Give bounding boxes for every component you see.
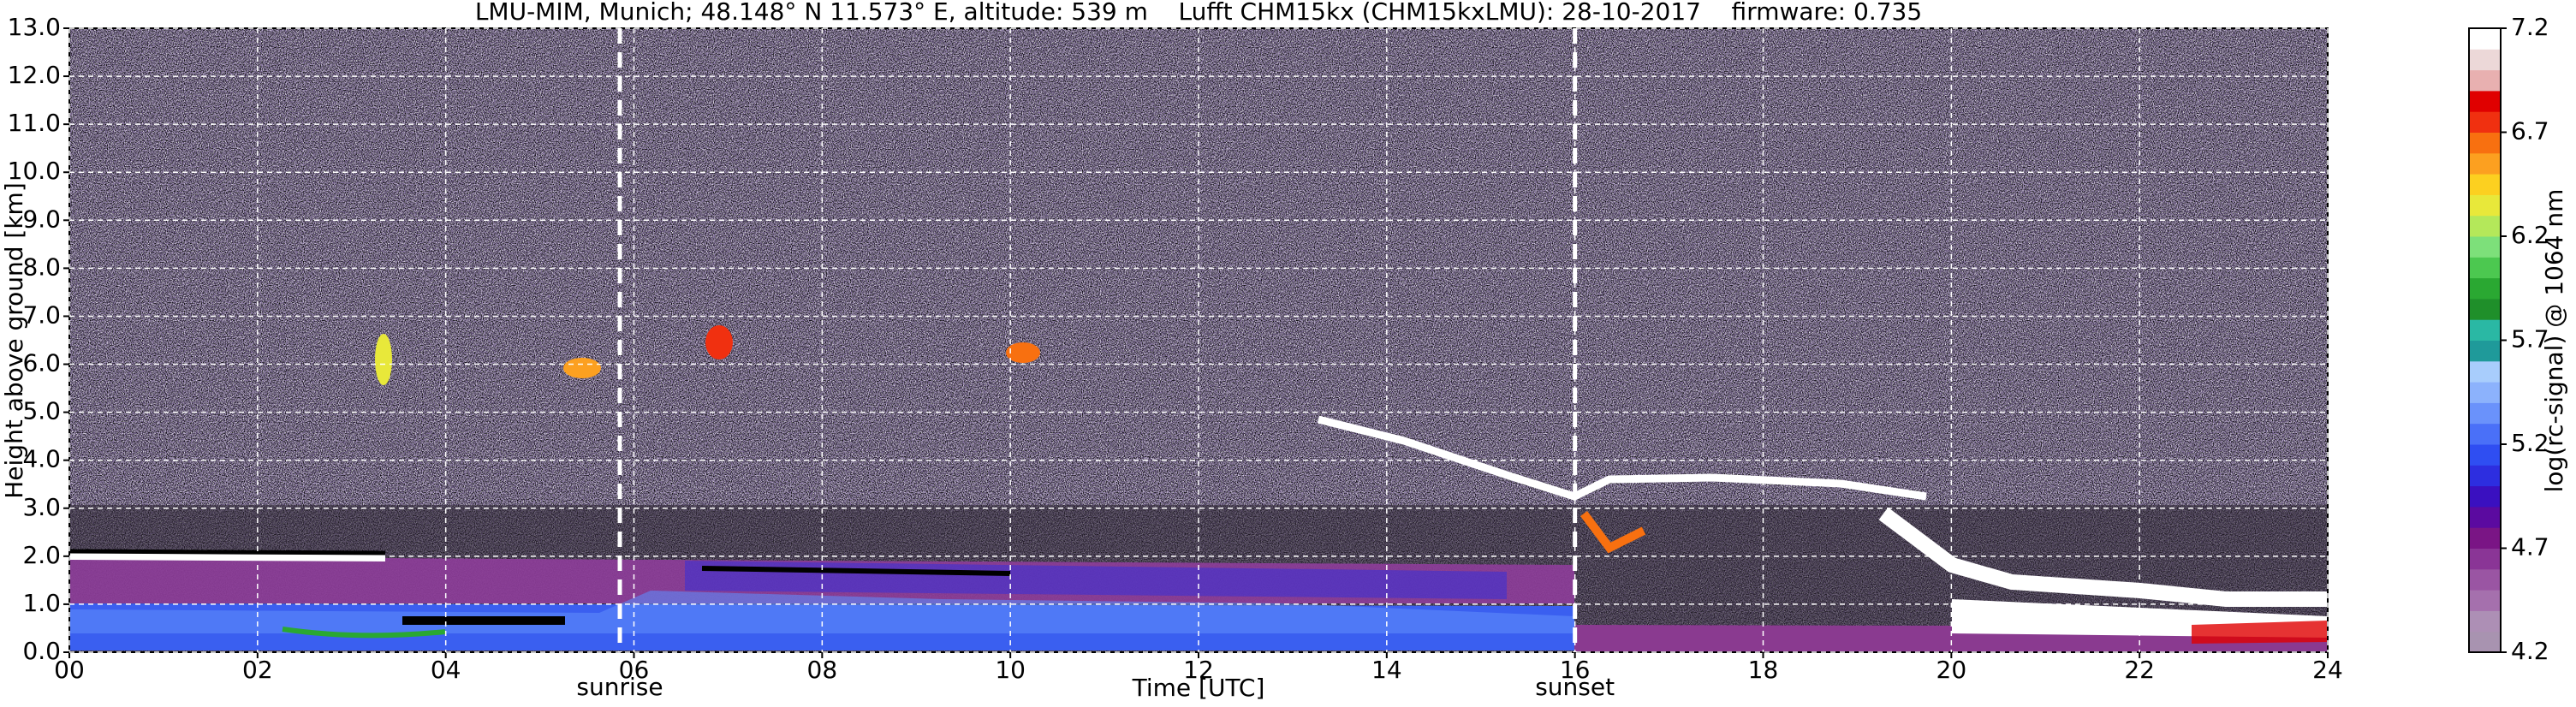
colorbar-segment — [2469, 444, 2501, 466]
y-axis-label: Height above ground [km] — [0, 182, 28, 499]
colorbar-tick-label: 6.7 — [2511, 117, 2549, 146]
colorbar-segment — [2469, 340, 2501, 362]
x-tick-label: 22 — [2124, 656, 2155, 684]
colorbar-segment — [2469, 236, 2501, 258]
y-tick-label: 7.0 — [22, 300, 61, 329]
y-tick-label: 6.0 — [22, 349, 61, 377]
x-tick-label: 12 — [1183, 656, 1214, 684]
colorbar-segment — [2469, 485, 2501, 508]
colorbar-segment — [2469, 49, 2501, 71]
colorbar-tick-label: 7.2 — [2511, 13, 2549, 41]
x-tick-label: 20 — [1936, 656, 1967, 684]
x-tick-label: 14 — [1371, 656, 1402, 684]
colorbar-segment — [2469, 568, 2501, 591]
colorbar-segment — [2469, 548, 2501, 570]
chart-title: LMU-MIM, Munich; 48.148° N 11.573° E, al… — [475, 0, 1922, 26]
descending-cloud — [1317, 415, 1927, 501]
colorbar-segment — [2469, 360, 2501, 383]
colorbar-segment — [2469, 423, 2501, 445]
x-tick-label: 10 — [995, 656, 1026, 684]
colorbar-segment — [2469, 90, 2501, 112]
cloud-line-top — [69, 549, 386, 556]
cloud-patch — [375, 334, 392, 385]
colorbar-segment — [2469, 610, 2501, 633]
x-axis-label: Time [UTC] — [1132, 674, 1265, 702]
x-tick-label: 18 — [1748, 656, 1779, 684]
colorbar-segment — [2469, 402, 2501, 425]
y-tick-label: 10.0 — [8, 157, 61, 185]
colorbar-segment — [2469, 319, 2501, 341]
x-tick-label: 24 — [2312, 656, 2343, 684]
event-label: sunrise — [576, 673, 663, 701]
colorbar-tick-label: 5.2 — [2511, 429, 2549, 457]
colorbar-segment — [2469, 527, 2501, 549]
y-tick-label: 0.0 — [22, 637, 61, 665]
colorbar-segment — [2469, 257, 2501, 279]
x-tick-label: 02 — [242, 656, 273, 684]
colorbar-tick-label: 4.7 — [2511, 533, 2549, 561]
x-tick-label: 08 — [807, 656, 838, 684]
colorbar-segment — [2469, 111, 2501, 133]
y-tick-label: 2.0 — [22, 541, 61, 569]
x-tick-label: 00 — [54, 656, 85, 684]
colorbar-segment — [2469, 132, 2501, 154]
colorbar-segment — [2469, 215, 2501, 237]
low-cloud — [402, 616, 565, 625]
x-tick-label: 16 — [1560, 656, 1591, 684]
x-tick-label: 04 — [431, 656, 461, 684]
cloud-patch — [705, 325, 733, 359]
colorbar-tick-label: 4.2 — [2511, 637, 2549, 665]
y-tick-label: 1.0 — [22, 589, 61, 617]
y-tick-label: 4.0 — [22, 445, 61, 473]
colorbar-segment — [2469, 152, 2501, 175]
colorbar-tick-label: 6.2 — [2511, 221, 2549, 249]
colorbar-segment — [2469, 506, 2501, 528]
colorbar-label: log(rc-signal) @ 1064 nm — [2540, 189, 2568, 493]
cloud-patch — [1006, 342, 1040, 363]
colorbar-segment — [2469, 28, 2501, 50]
colorbar-segment — [2469, 382, 2501, 403]
colorbar-segment — [2469, 174, 2501, 195]
y-tick-label: 11.0 — [8, 109, 61, 137]
colorbar-segment — [2469, 69, 2501, 92]
y-tick-label: 3.0 — [22, 493, 61, 521]
colorbar-segment — [2469, 194, 2501, 217]
colorbar-segment — [2469, 465, 2501, 487]
evening-red — [2192, 621, 2328, 644]
y-tick-label: 9.0 — [22, 205, 61, 233]
colorbar-segment — [2469, 277, 2501, 300]
cloud-line — [69, 553, 386, 561]
y-tick-label: 5.0 — [22, 397, 61, 425]
low-cloud-edge — [282, 627, 446, 639]
evening-cloud — [1878, 507, 2328, 607]
cloud-patch — [1580, 511, 1646, 554]
y-tick-label: 8.0 — [22, 253, 61, 281]
y-tick-label: 13.0 — [8, 13, 61, 41]
cloud-patch — [563, 358, 601, 378]
cloud-line — [701, 566, 1011, 576]
colorbar-tick-label: 5.7 — [2511, 325, 2549, 354]
colorbar-segment — [2469, 590, 2501, 611]
colorbar-segment — [2469, 631, 2501, 653]
event-label: sunset — [1535, 673, 1615, 701]
colorbar-segment — [2469, 298, 2501, 320]
x-tick-label: 06 — [619, 656, 650, 684]
y-tick-label: 12.0 — [8, 61, 61, 89]
